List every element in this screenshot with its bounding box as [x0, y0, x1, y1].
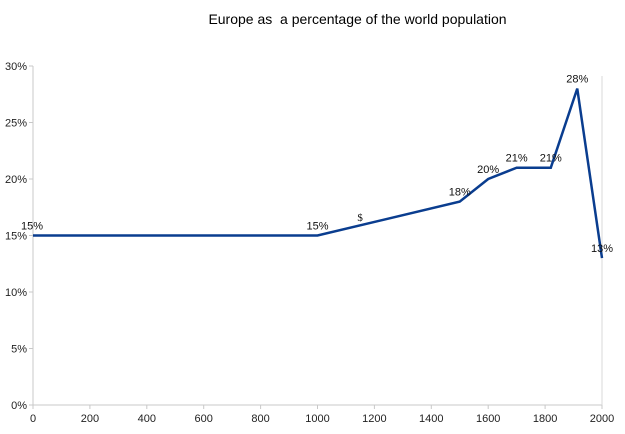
y-tick-label: 20%: [5, 174, 27, 186]
data-label: 15%: [306, 221, 328, 233]
x-tick-label: 1400: [419, 413, 443, 425]
x-tick-label: 0: [30, 413, 36, 425]
y-tick-label: 5%: [11, 344, 27, 356]
y-tick-label: 25%: [5, 118, 27, 130]
data-label: 13%: [591, 243, 613, 255]
x-tick-label: 1200: [362, 413, 386, 425]
y-tick-label: 10%: [5, 287, 27, 299]
data-label: 15%: [21, 221, 43, 233]
x-tick-label: 400: [138, 413, 156, 425]
data-label: 21%: [506, 153, 528, 165]
x-tick-label: 1800: [533, 413, 557, 425]
y-tick-label: 15%: [5, 231, 27, 243]
series-line: [33, 88, 604, 259]
annotation-label: $: [357, 212, 363, 224]
y-tick-label: 30%: [5, 61, 27, 73]
data-label: 20%: [477, 164, 499, 176]
x-tick-label: 1000: [305, 413, 329, 425]
data-label: 18%: [449, 187, 471, 199]
data-label: 21%: [540, 153, 562, 165]
y-tick-label: 0%: [11, 400, 27, 412]
x-tick-label: 200: [81, 413, 99, 425]
x-tick-label: 2000: [590, 413, 614, 425]
x-tick-label: 600: [195, 413, 213, 425]
x-tick-label: 800: [251, 413, 269, 425]
data-label: 28%: [566, 74, 588, 86]
chart-title: Europe as a percentage of the world popu…: [208, 11, 507, 27]
x-tick-label: 1600: [476, 413, 500, 425]
